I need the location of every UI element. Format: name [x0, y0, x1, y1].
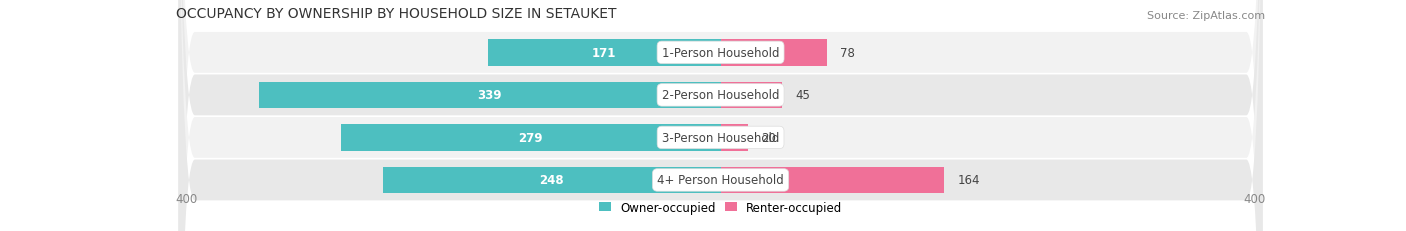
Bar: [721, 125, 748, 151]
Text: 1-Person Household: 1-Person Household: [662, 47, 779, 60]
Text: 45: 45: [796, 89, 810, 102]
Text: 20: 20: [762, 131, 776, 144]
FancyBboxPatch shape: [179, 0, 1263, 231]
Bar: [721, 82, 782, 109]
Text: 4+ Person Household: 4+ Person Household: [657, 174, 785, 187]
Legend: Owner-occupied, Renter-occupied: Owner-occupied, Renter-occupied: [599, 201, 842, 214]
FancyBboxPatch shape: [179, 0, 1263, 231]
Text: 171: 171: [592, 47, 616, 60]
Bar: [721, 167, 943, 193]
Bar: [259, 82, 721, 109]
Text: OCCUPANCY BY OWNERSHIP BY HOUSEHOLD SIZE IN SETAUKET: OCCUPANCY BY OWNERSHIP BY HOUSEHOLD SIZE…: [176, 6, 616, 21]
Text: 164: 164: [957, 174, 980, 187]
Text: 78: 78: [841, 47, 855, 60]
Text: 248: 248: [540, 174, 564, 187]
Bar: [721, 40, 827, 66]
FancyBboxPatch shape: [179, 0, 1263, 231]
Bar: [382, 167, 721, 193]
Text: 400: 400: [176, 192, 198, 205]
Bar: [488, 40, 721, 66]
Text: 279: 279: [519, 131, 543, 144]
Text: 2-Person Household: 2-Person Household: [662, 89, 779, 102]
Text: 3-Person Household: 3-Person Household: [662, 131, 779, 144]
Text: 339: 339: [478, 89, 502, 102]
Bar: [340, 125, 721, 151]
Text: Source: ZipAtlas.com: Source: ZipAtlas.com: [1147, 11, 1265, 21]
FancyBboxPatch shape: [179, 0, 1263, 231]
Text: 400: 400: [1243, 192, 1265, 205]
